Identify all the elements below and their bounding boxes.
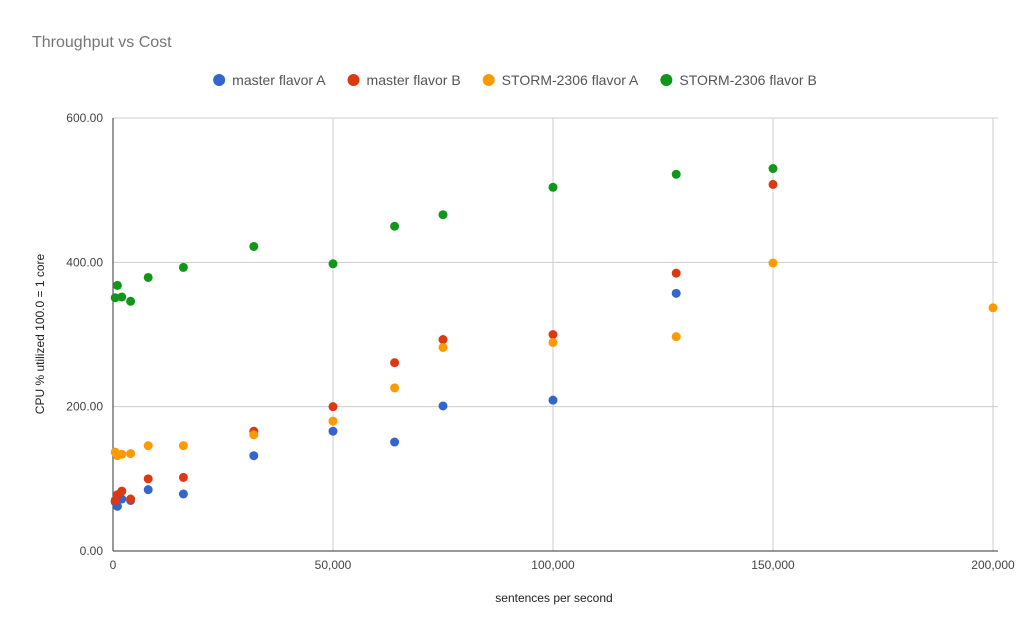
data-point bbox=[768, 179, 778, 189]
data-point bbox=[438, 210, 448, 220]
legend-marker bbox=[482, 74, 495, 86]
data-point bbox=[126, 296, 136, 306]
x-axis-label: sentences per second bbox=[495, 591, 612, 605]
data-point bbox=[117, 449, 127, 459]
data-point bbox=[249, 451, 259, 461]
data-point bbox=[143, 272, 153, 282]
y-axis-label: CPU % utilized 100.0 = 1 core bbox=[33, 253, 47, 414]
data-point bbox=[117, 486, 127, 496]
legend-label: master flavor A bbox=[232, 72, 326, 88]
series-4 bbox=[110, 164, 778, 306]
legend-marker bbox=[347, 74, 360, 86]
legend-marker bbox=[213, 74, 226, 86]
data-point bbox=[548, 395, 558, 405]
data-point bbox=[390, 221, 400, 231]
data-point bbox=[768, 258, 778, 268]
x-tick-label: 150,000 bbox=[751, 558, 795, 572]
data-point bbox=[548, 182, 558, 192]
data-point bbox=[328, 426, 338, 436]
data-point bbox=[178, 441, 188, 451]
data-point bbox=[143, 441, 153, 451]
data-point bbox=[548, 337, 558, 347]
data-point bbox=[110, 293, 120, 303]
data-point bbox=[548, 330, 558, 339]
legend-label: STORM-2306 flavor B bbox=[679, 72, 816, 88]
data-point bbox=[390, 383, 400, 393]
y-tick-label: 0.00 bbox=[80, 544, 104, 558]
data-point bbox=[438, 401, 448, 411]
y-tick-label: 200.00 bbox=[66, 400, 103, 414]
data-point bbox=[249, 241, 259, 251]
x-tick-label: 200,000 bbox=[971, 558, 1015, 572]
legend-item: STORM-2306 flavor A bbox=[482, 72, 639, 88]
data-point bbox=[178, 472, 188, 482]
data-point bbox=[768, 164, 778, 174]
legend-label: master flavor B bbox=[367, 72, 461, 88]
y-axis-ticks: 0.00 200.00 400.00 600.00 bbox=[66, 111, 103, 558]
x-tick-label: 100,000 bbox=[531, 558, 575, 572]
data-point bbox=[117, 292, 127, 302]
data-point bbox=[249, 430, 259, 440]
data-point bbox=[390, 358, 400, 368]
legend-marker bbox=[660, 74, 673, 86]
data-point bbox=[143, 485, 153, 495]
x-axis-ticks: 0 50,000 100,000 150,000 200,000 bbox=[110, 558, 1015, 572]
chart-title: Throughput vs Cost bbox=[32, 34, 172, 51]
series-3 bbox=[110, 258, 998, 461]
data-point bbox=[126, 449, 136, 459]
data-point bbox=[328, 402, 338, 412]
legend: master flavor A master flavor B STORM-2306… bbox=[213, 72, 817, 88]
data-point bbox=[438, 342, 448, 352]
legend-item: master flavor B bbox=[347, 72, 461, 88]
x-tick-label: 50,000 bbox=[315, 558, 352, 572]
data-point bbox=[988, 303, 998, 313]
y-tick-label: 400.00 bbox=[66, 255, 103, 269]
data-point bbox=[671, 268, 681, 278]
data-point bbox=[178, 489, 188, 499]
data-point bbox=[438, 335, 448, 345]
data-point bbox=[390, 437, 400, 447]
data-point bbox=[671, 288, 681, 298]
data-point bbox=[126, 494, 136, 504]
legend-label: STORM-2306 flavor A bbox=[502, 72, 639, 88]
data-point bbox=[328, 259, 338, 269]
data-point bbox=[178, 262, 188, 272]
y-tick-label: 600.00 bbox=[66, 111, 103, 125]
legend-item: STORM-2306 flavor B bbox=[660, 72, 817, 88]
data-point bbox=[112, 280, 122, 290]
data-points bbox=[110, 164, 998, 511]
series-1 bbox=[110, 288, 681, 511]
legend-item: master flavor A bbox=[213, 72, 326, 88]
data-point bbox=[671, 332, 681, 342]
x-tick-label: 0 bbox=[110, 558, 117, 572]
data-point bbox=[328, 416, 338, 426]
data-point bbox=[143, 474, 153, 484]
axes bbox=[112, 118, 998, 552]
series-2 bbox=[110, 179, 778, 505]
data-point bbox=[671, 169, 681, 179]
